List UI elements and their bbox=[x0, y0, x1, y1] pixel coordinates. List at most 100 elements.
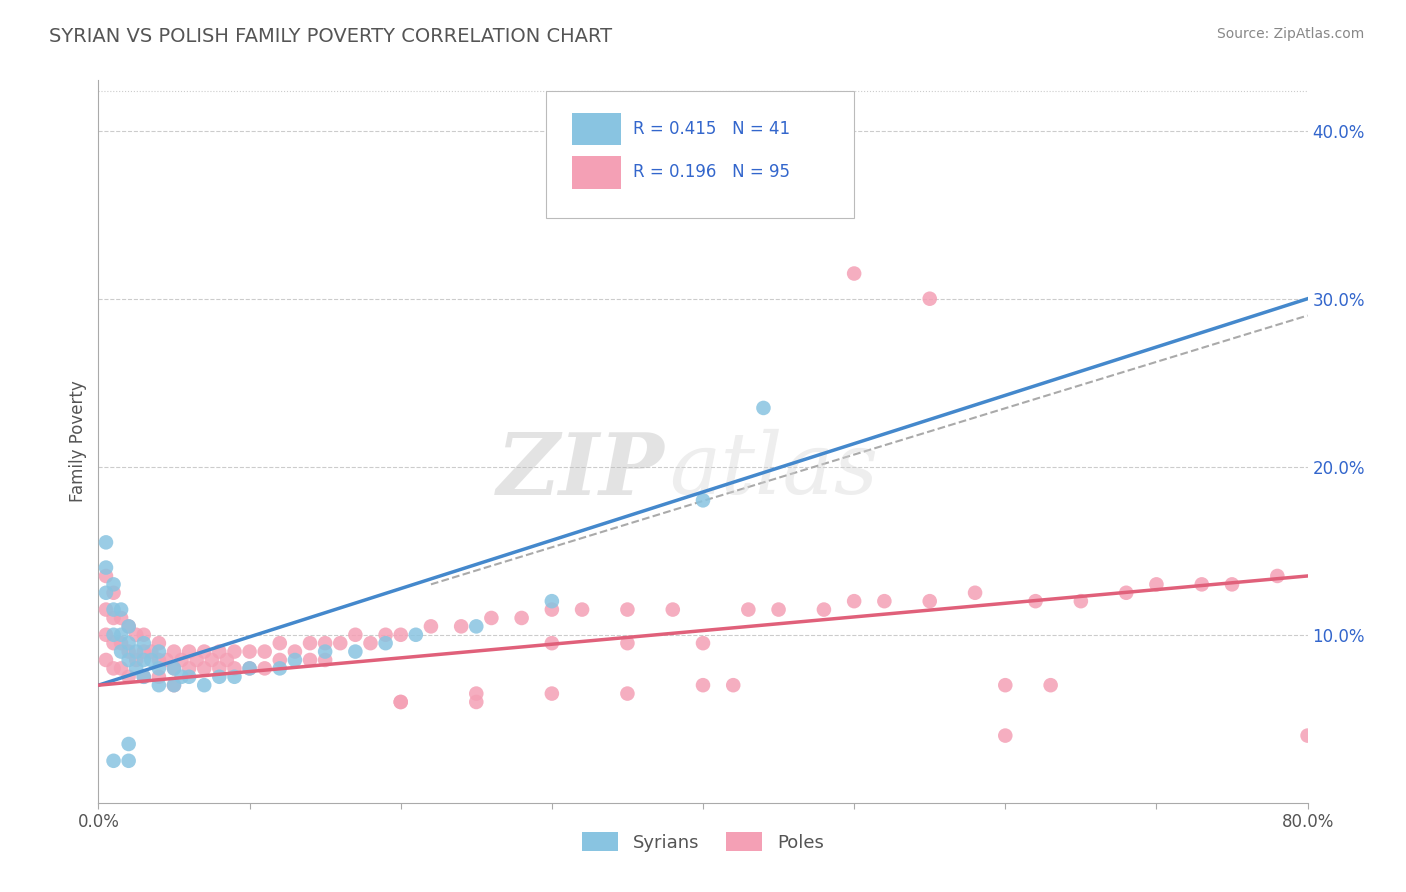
Point bbox=[465, 695, 488, 709]
Point bbox=[873, 594, 896, 608]
Point bbox=[163, 644, 186, 658]
Point bbox=[768, 602, 790, 616]
Point bbox=[179, 661, 201, 675]
Point bbox=[94, 653, 117, 667]
Point bbox=[692, 493, 714, 508]
Point bbox=[103, 611, 125, 625]
Point bbox=[692, 678, 714, 692]
Point bbox=[284, 653, 307, 667]
Point bbox=[994, 678, 1017, 692]
Text: Source: ZipAtlas.com: Source: ZipAtlas.com bbox=[1216, 27, 1364, 41]
Point bbox=[148, 653, 170, 667]
Point bbox=[510, 611, 533, 625]
Text: SYRIAN VS POLISH FAMILY POVERTY CORRELATION CHART: SYRIAN VS POLISH FAMILY POVERTY CORRELAT… bbox=[49, 27, 613, 45]
Point bbox=[132, 670, 155, 684]
Point bbox=[965, 586, 987, 600]
Point bbox=[239, 644, 262, 658]
Point bbox=[224, 644, 246, 658]
Point bbox=[692, 124, 714, 138]
Point bbox=[118, 619, 141, 633]
FancyBboxPatch shape bbox=[546, 91, 855, 218]
Point bbox=[110, 661, 132, 675]
Point bbox=[481, 611, 503, 625]
Point bbox=[148, 670, 170, 684]
Point bbox=[239, 661, 262, 675]
Point bbox=[163, 661, 186, 675]
Point bbox=[103, 602, 125, 616]
Point bbox=[193, 678, 215, 692]
Point bbox=[1296, 729, 1319, 743]
Point bbox=[299, 653, 322, 667]
Point bbox=[1267, 569, 1289, 583]
Point bbox=[215, 653, 238, 667]
FancyBboxPatch shape bbox=[572, 156, 621, 189]
Point bbox=[118, 754, 141, 768]
Y-axis label: Family Poverty: Family Poverty bbox=[69, 381, 87, 502]
Point bbox=[540, 594, 562, 608]
Point bbox=[224, 670, 246, 684]
Point bbox=[540, 687, 562, 701]
Point bbox=[465, 619, 488, 633]
Point bbox=[253, 661, 276, 675]
Point bbox=[110, 644, 132, 658]
Point bbox=[344, 644, 367, 658]
Point bbox=[208, 670, 231, 684]
Point bbox=[94, 535, 117, 549]
Point bbox=[170, 670, 193, 684]
Point bbox=[269, 636, 291, 650]
Point bbox=[201, 653, 224, 667]
Point bbox=[329, 636, 352, 650]
Point bbox=[94, 586, 117, 600]
Point bbox=[1024, 594, 1046, 608]
Point bbox=[1115, 586, 1137, 600]
Point bbox=[132, 636, 155, 650]
Point bbox=[374, 628, 396, 642]
Point bbox=[179, 644, 201, 658]
Point bbox=[571, 602, 593, 616]
Point bbox=[141, 653, 163, 667]
Point bbox=[253, 644, 276, 658]
Point bbox=[103, 661, 125, 675]
Point bbox=[208, 644, 231, 658]
Point bbox=[420, 619, 443, 633]
Point bbox=[148, 636, 170, 650]
Point bbox=[844, 594, 866, 608]
Point bbox=[141, 644, 163, 658]
Point bbox=[1039, 678, 1062, 692]
Point bbox=[118, 670, 141, 684]
Point bbox=[110, 602, 132, 616]
Text: atlas: atlas bbox=[669, 429, 879, 512]
Point bbox=[118, 737, 141, 751]
Point bbox=[450, 619, 472, 633]
Point bbox=[994, 729, 1017, 743]
Point bbox=[148, 678, 170, 692]
Point bbox=[193, 661, 215, 675]
Point bbox=[918, 594, 941, 608]
Point bbox=[103, 636, 125, 650]
Point bbox=[132, 653, 155, 667]
Point bbox=[148, 644, 170, 658]
Point bbox=[110, 611, 132, 625]
Point bbox=[132, 644, 155, 658]
Point bbox=[125, 628, 148, 642]
Point bbox=[374, 636, 396, 650]
Point bbox=[1220, 577, 1243, 591]
Text: R = 0.415   N = 41: R = 0.415 N = 41 bbox=[633, 120, 790, 137]
Point bbox=[118, 644, 141, 658]
Point bbox=[299, 636, 322, 650]
Point bbox=[844, 267, 866, 281]
Point bbox=[752, 401, 775, 415]
Point bbox=[918, 292, 941, 306]
Point bbox=[360, 636, 382, 650]
Point bbox=[661, 602, 683, 616]
Point bbox=[1144, 577, 1167, 591]
Point bbox=[148, 661, 170, 675]
Point bbox=[94, 602, 117, 616]
Text: ZIP: ZIP bbox=[496, 429, 664, 512]
Point bbox=[132, 670, 155, 684]
Point bbox=[132, 628, 155, 642]
Point bbox=[344, 628, 367, 642]
Point bbox=[103, 628, 125, 642]
Point bbox=[94, 560, 117, 574]
Point bbox=[239, 661, 262, 675]
